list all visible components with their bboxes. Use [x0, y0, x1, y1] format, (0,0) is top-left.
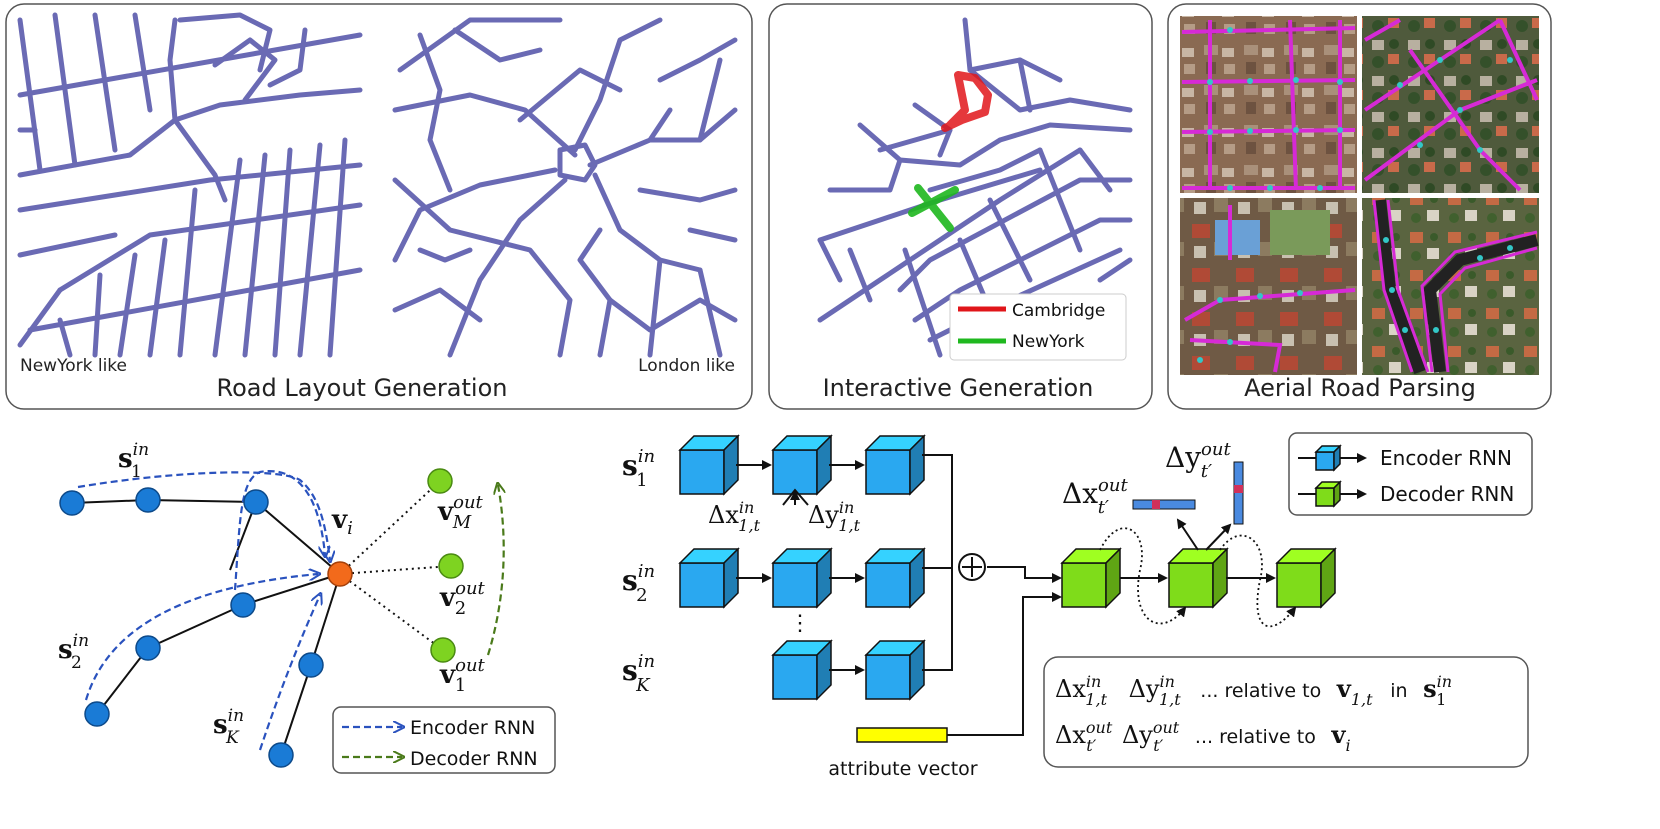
encoder-cube	[678, 434, 740, 496]
encoder-cubes	[678, 434, 926, 701]
decoder-cube	[1167, 547, 1229, 609]
graph-diagram: sin 1 sin 2 sin K vi vout M vout 2 vout 1 Enco…	[58, 440, 556, 774]
encoder-cube	[771, 639, 833, 701]
label-v1: vout 1	[439, 655, 486, 696]
aerial-tile-4	[1362, 198, 1539, 375]
rnn-legend-decoder: Decoder RNN	[1380, 482, 1514, 506]
encoder-cube	[678, 547, 740, 609]
graph-node	[135, 635, 161, 661]
decoder-cubes	[1060, 547, 1337, 609]
rnn-label-s1: sin 1	[622, 446, 655, 491]
newyork-legend-label: NewYork	[1012, 332, 1085, 352]
cambridge-stroke	[941, 71, 992, 132]
newyork-stroke	[908, 184, 959, 232]
decoder-cube	[1275, 547, 1337, 609]
encoder-arrows	[77, 470, 330, 751]
encoder-cube	[771, 547, 833, 609]
aerial-tile-3	[1180, 198, 1357, 375]
output-node-2	[438, 553, 464, 579]
delta-y-out-label: Δyout t′	[1165, 439, 1231, 482]
output-node-1	[430, 637, 456, 663]
attribute-vector-bar	[856, 727, 948, 743]
encoder-flow-arrows	[736, 454, 1276, 736]
legend-decoder-cube	[1314, 480, 1342, 508]
note-line-2: Δxout t′ Δyout t′ ... relative to vi	[1055, 718, 1351, 757]
label-sK: sin K	[213, 706, 244, 748]
label-s1: sin 1	[118, 440, 149, 482]
rnn-label-sK: sin K	[622, 651, 655, 696]
delta-y-in-label: Δyin 1,t	[808, 498, 861, 535]
output-node-m	[427, 468, 453, 494]
aerial-title: Aerial Road Parsing	[1244, 374, 1476, 402]
rnn-legend-encoder: Encoder RNN	[1380, 446, 1512, 470]
london-like-caption: London like	[638, 356, 735, 376]
center-node	[327, 561, 353, 587]
graph-node	[298, 652, 324, 678]
graph-node	[59, 490, 85, 516]
note-line-1: Δxin 1,t Δyin 1,t ... relative to v1,t in …	[1055, 672, 1452, 711]
label-vi: vi	[331, 505, 353, 539]
delta-x-out-label: Δxout t′	[1062, 475, 1128, 518]
vertical-ellipsis: ⋮	[789, 611, 811, 636]
label-v2: vout 2	[439, 578, 486, 619]
graph-node	[135, 487, 161, 513]
rnn-label-s2: sin 2	[622, 561, 655, 606]
output-nodes	[427, 468, 464, 663]
road-layout-panel: NewYork like London like Road Layout Gen…	[5, 3, 753, 410]
interactive-legend: Cambridge NewYork	[949, 293, 1127, 361]
label-s2: sin 2	[58, 631, 89, 673]
graph-node	[243, 489, 269, 515]
interactive-panel: Cambridge NewYork Interactive Generation	[768, 3, 1153, 410]
decoder-arrow	[486, 485, 504, 656]
rnn-diagram: ⋮ attribute vector sin 1 sin 2 sin K Δxin 1,…	[622, 432, 1533, 780]
cambridge-legend-label: Cambridge	[1012, 301, 1105, 321]
newyork-like-caption: NewYork like	[20, 356, 127, 376]
legend-encoder-cube	[1314, 444, 1342, 472]
delta-x-in-label: Δxin 1,t	[708, 498, 761, 535]
notes-box: Δxin 1,t Δyin 1,t ... relative to v1,t in …	[1043, 656, 1529, 768]
aerial-tile-2	[1362, 16, 1539, 193]
graph-legend-encoder: Encoder RNN	[410, 717, 535, 739]
decoder-cube	[1060, 547, 1122, 609]
graph-legend-decoder: Decoder RNN	[410, 748, 538, 770]
label-vM: vout M	[437, 492, 484, 533]
output-edges	[339, 480, 452, 651]
road-layout-title: Road Layout Generation	[217, 374, 508, 402]
newyork-like-map	[17, 12, 363, 358]
encoder-cube	[864, 639, 926, 701]
encoder-cube	[864, 434, 926, 496]
graph-edges	[71, 498, 341, 756]
aerial-panel: Aerial Road Parsing	[1167, 3, 1552, 410]
graph-node	[230, 592, 256, 618]
graph-legend: Encoder RNN Decoder RNN	[332, 706, 556, 774]
delta-x-out-bar	[1132, 499, 1196, 510]
london-like-map	[392, 17, 738, 358]
encoder-cube	[864, 547, 926, 609]
interactive-title: Interactive Generation	[823, 374, 1094, 402]
graph-node	[84, 701, 110, 727]
aerial-tile-1	[1180, 16, 1357, 193]
decoder-feedback-arrows	[1099, 527, 1297, 628]
encoder-cube	[771, 434, 833, 496]
attribute-vector-label: attribute vector	[828, 758, 977, 780]
rnn-legend: Encoder RNN Decoder RNN	[1288, 432, 1533, 516]
input-nodes	[59, 487, 324, 768]
graph-node	[268, 742, 294, 768]
